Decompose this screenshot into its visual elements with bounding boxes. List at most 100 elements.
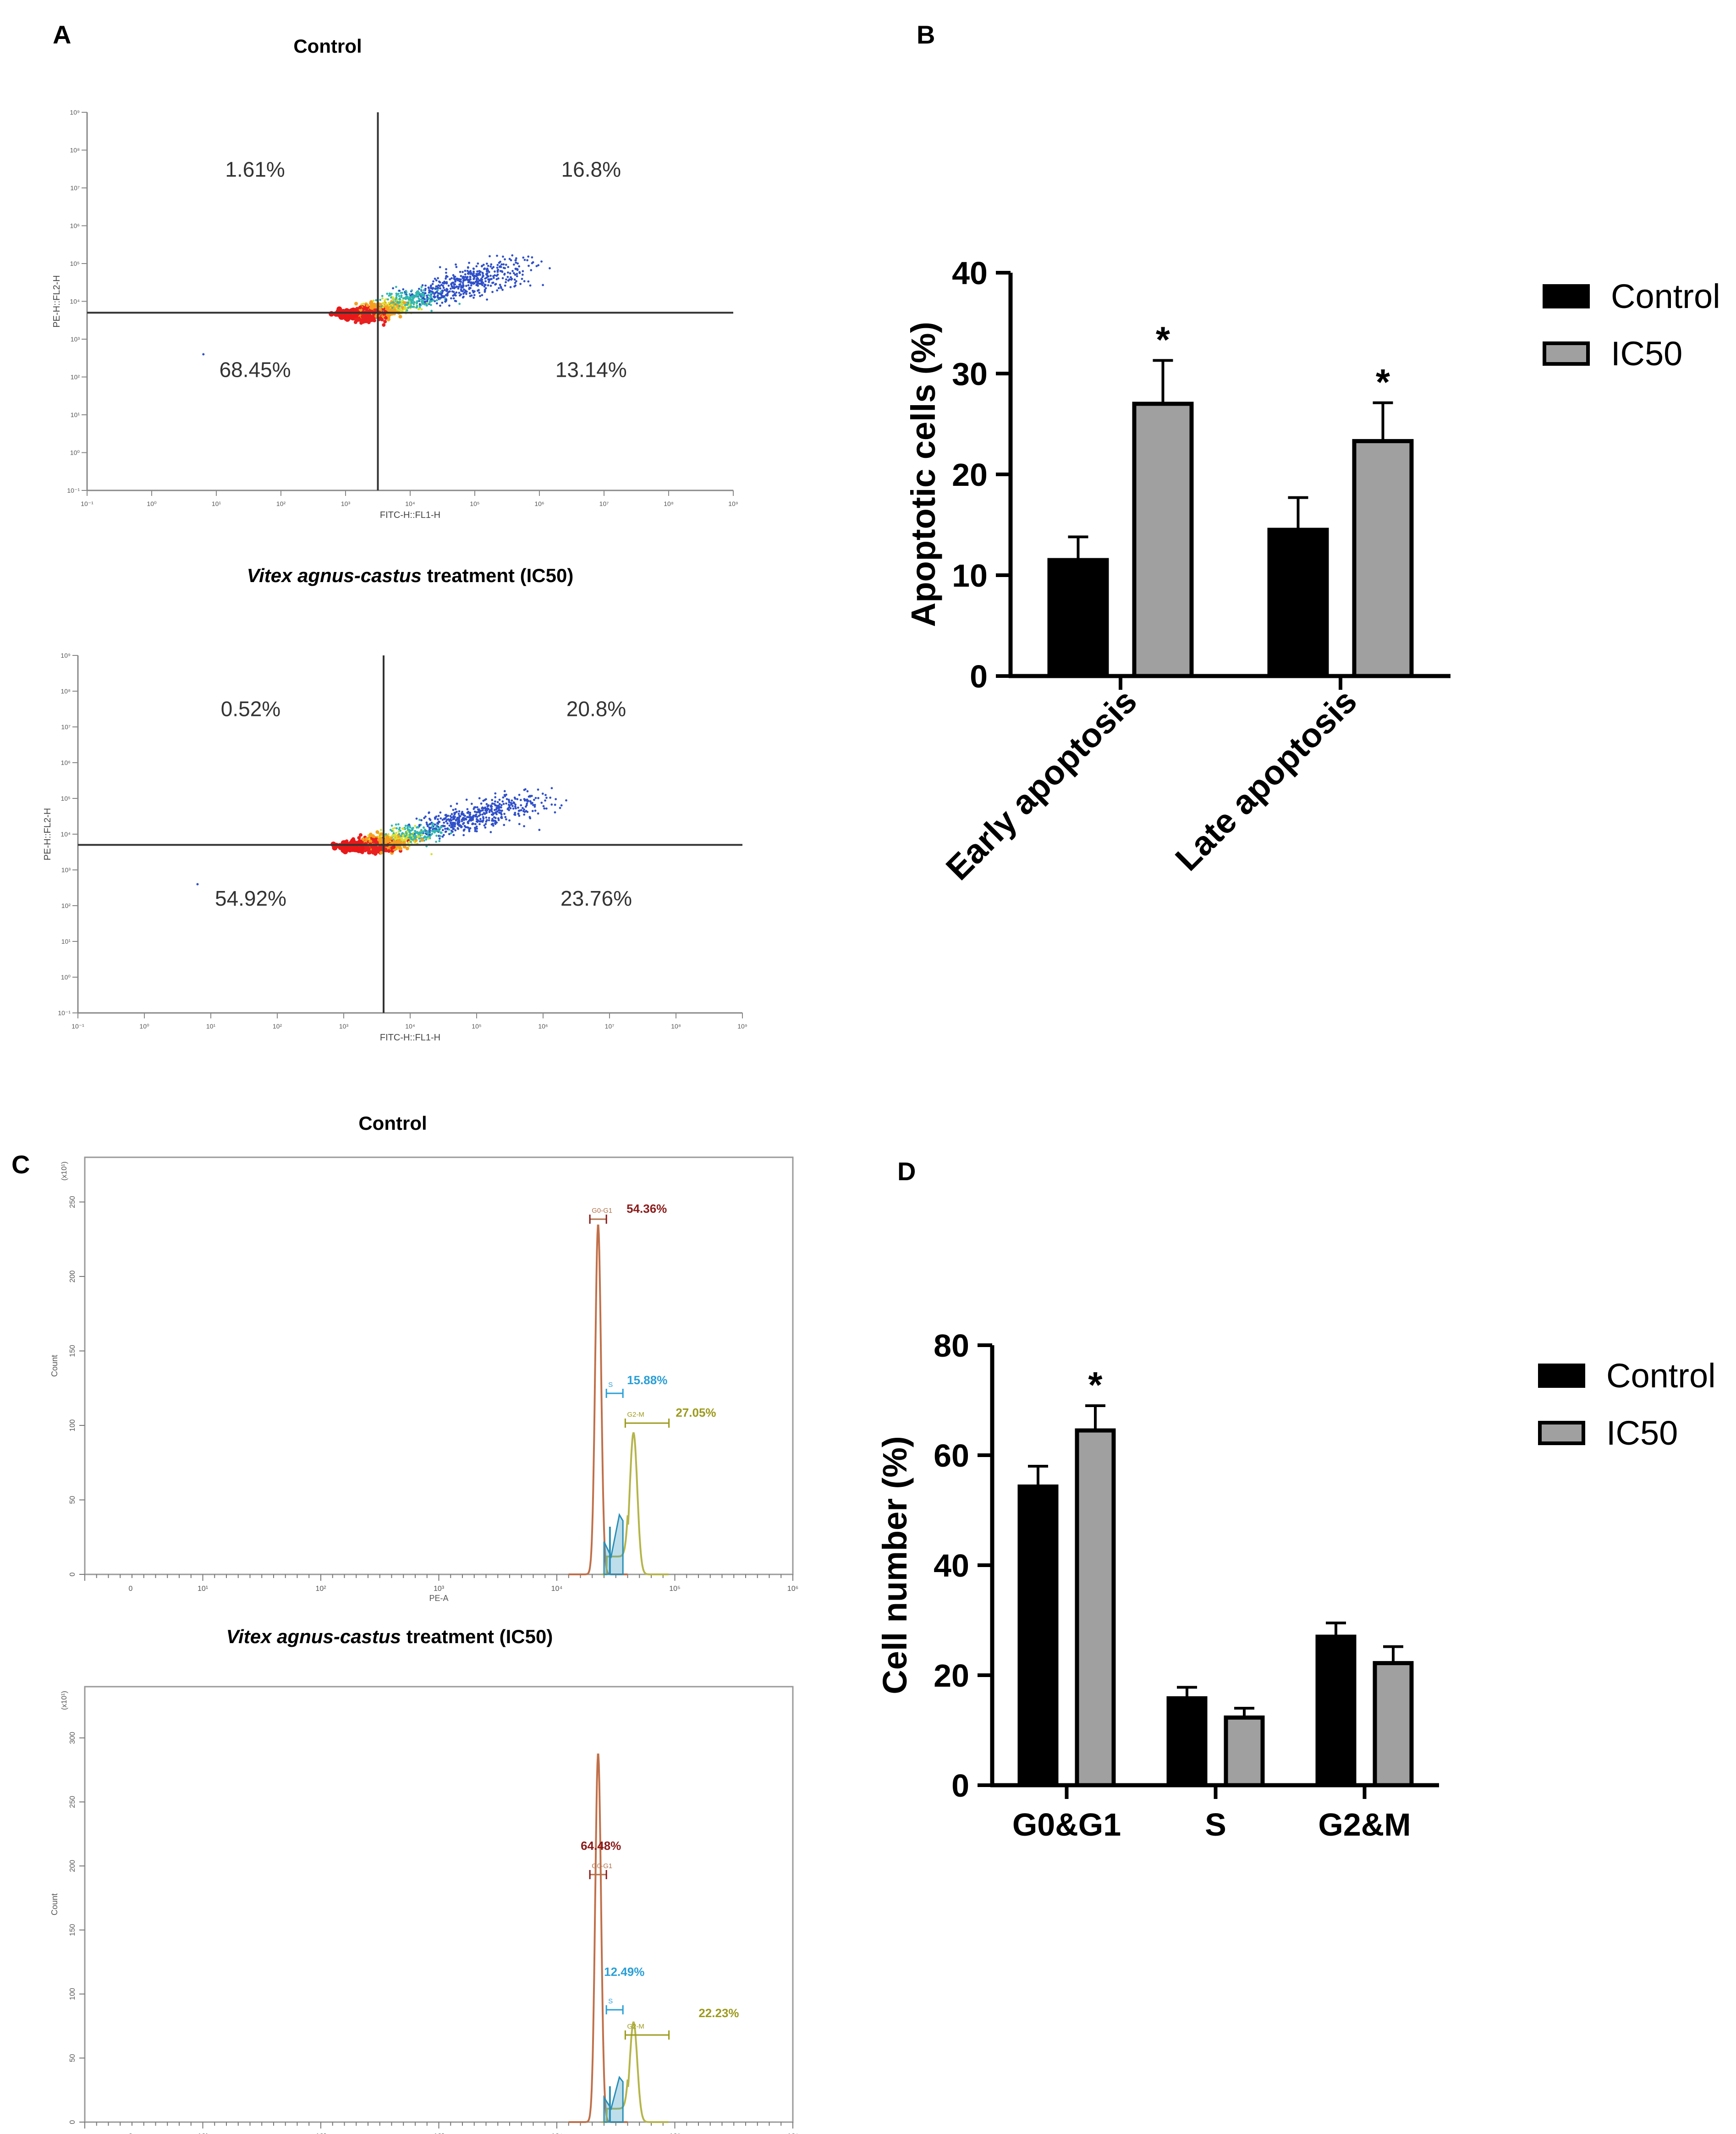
event-dot: [457, 822, 460, 825]
event-dot: [439, 811, 442, 814]
event-dot: [452, 818, 455, 820]
event-dot: [440, 284, 443, 286]
event-dot: [494, 820, 497, 822]
event-dot: [472, 278, 475, 280]
event-dot: [431, 832, 434, 835]
event-dot: [420, 286, 423, 288]
event-dot: [486, 298, 488, 301]
y-tick-label: 0: [69, 1572, 77, 1576]
event-dot: [493, 803, 496, 805]
event-dot: [462, 829, 465, 832]
event-dot: [491, 802, 494, 805]
event-dot: [381, 297, 384, 300]
panel-label-b: B: [917, 20, 935, 49]
event-dot: [444, 281, 447, 284]
event-dot: [485, 816, 488, 819]
g2m-peak-curve: [601, 1432, 669, 1575]
event-dot: [488, 280, 490, 283]
event-dot: [426, 823, 429, 825]
event-dot: [544, 794, 547, 796]
flow-quadrant-ic50: Vitex agnus-castus treatment (IC50)10⁻¹ 1…: [43, 565, 747, 1043]
event-dot: [458, 810, 461, 813]
event-dot: [514, 281, 516, 284]
x-tick-label: 10⁶: [787, 2133, 798, 2134]
event-dot: [443, 289, 446, 292]
event-dot: [411, 834, 413, 837]
y-tick-label: 10²: [61, 902, 71, 909]
quadrant-ll-label: 54.92%: [215, 886, 286, 910]
event-dot: [511, 799, 513, 802]
event-dot: [439, 304, 441, 307]
event-dot: [453, 813, 456, 816]
event-dot: [550, 803, 553, 806]
event-dot: [358, 833, 363, 837]
y-tick-label: 10⁶: [70, 222, 80, 230]
event-dot: [496, 266, 499, 269]
event-dot: [501, 277, 504, 280]
event-dot: [395, 286, 397, 288]
event-dot: [468, 816, 471, 819]
event-dot: [353, 847, 359, 852]
event-dot: [464, 289, 467, 292]
event-dot: [494, 283, 497, 286]
event-dot: [416, 835, 419, 837]
y-tick-label: 150: [69, 1345, 77, 1357]
title-rest: treatment (IC50): [401, 1626, 553, 1647]
event-dot: [516, 273, 518, 275]
x-tick-label: 10²: [276, 500, 286, 507]
event-dot: [494, 792, 497, 795]
event-dot: [442, 296, 445, 298]
event-dot: [462, 834, 465, 836]
event-dot: [423, 289, 425, 292]
event-dot: [390, 296, 392, 299]
event-dot: [485, 803, 488, 805]
event-dot: [461, 820, 463, 823]
event-dot: [516, 262, 519, 265]
y-tick-label: 10⁻¹: [58, 1009, 71, 1017]
event-dot: [484, 823, 487, 825]
event-dot: [484, 287, 487, 290]
event-dot: [390, 302, 392, 304]
event-dot: [507, 271, 509, 274]
event-dot: [515, 280, 517, 282]
event-dot: [462, 276, 465, 278]
event-dot: [481, 265, 483, 268]
event-dot: [489, 831, 492, 833]
event-dot: [516, 798, 519, 800]
event-dot: [482, 817, 485, 820]
event-dot: [544, 799, 546, 802]
event-dot: [491, 822, 494, 825]
event-dot: [488, 811, 491, 813]
category-label: G2&M: [1318, 1807, 1411, 1842]
event-dot: [515, 261, 517, 264]
y-multiplier-label: (x10¹): [60, 1691, 68, 1710]
event-dot: [518, 265, 521, 268]
event-dot: [522, 270, 524, 273]
event-dot: [392, 832, 395, 835]
y-tick-label: 200: [69, 1270, 77, 1283]
event-dot: [432, 822, 434, 825]
event-dot: [385, 307, 390, 311]
event-dot: [451, 281, 454, 284]
event-dot: [456, 803, 458, 805]
y-tick-label: 20: [934, 1658, 969, 1694]
y-tick-label: 10⁹: [60, 652, 71, 659]
event-dot: [399, 301, 401, 303]
event-dot: [533, 803, 536, 806]
event-dot: [466, 270, 469, 272]
event-dot: [452, 808, 455, 811]
x-tick-label: 10³: [339, 1023, 349, 1030]
quadrant-lr-label: 13.14%: [555, 358, 627, 382]
event-dot: [531, 262, 533, 264]
event-dot: [517, 806, 519, 809]
gate-percent-label: 27.05%: [676, 1406, 716, 1419]
event-dot: [494, 800, 496, 803]
y-tick-label: 60: [934, 1438, 969, 1474]
event-dot: [485, 276, 488, 279]
event-dot: [437, 284, 440, 287]
x-tick-label: 10⁵: [669, 2133, 680, 2134]
event-dot: [545, 807, 548, 810]
x-tick-label: 10¹: [198, 1585, 208, 1593]
event-dot: [430, 309, 433, 312]
cell-cycle-histogram-control: Control 0 10¹ 10² 10³ 10⁴ 10⁵ 10⁶ PE-A 0 50 100 150 2…: [50, 1112, 798, 1603]
